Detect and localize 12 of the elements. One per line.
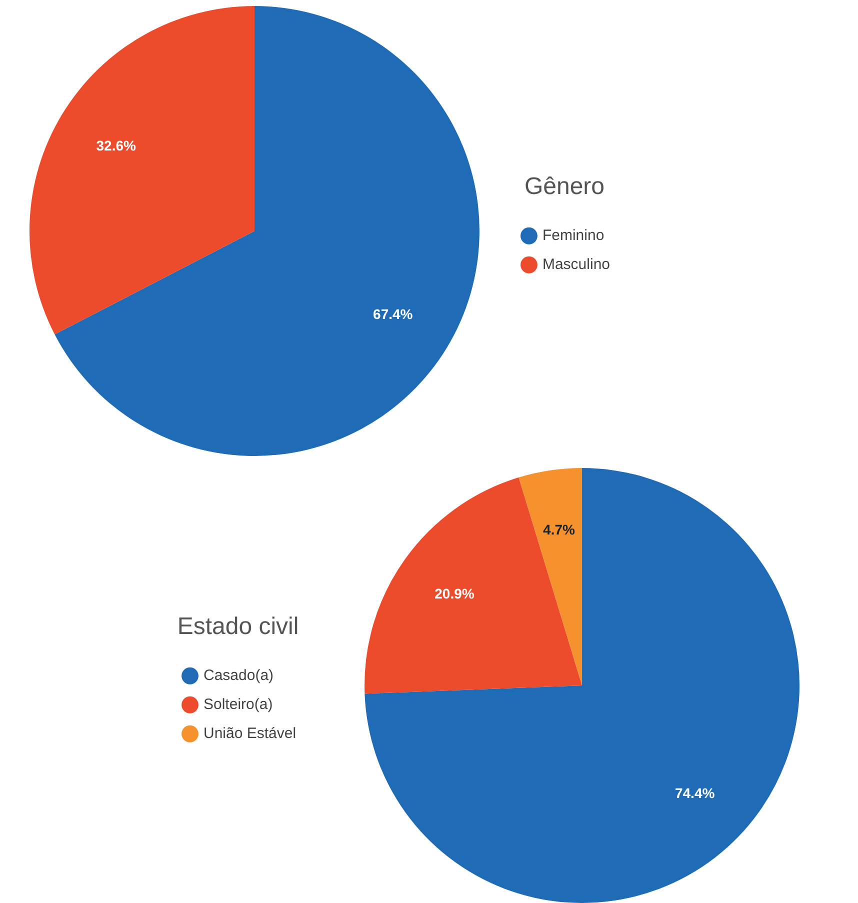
legend-title: Gênero (524, 173, 605, 200)
data-label: 32.6% (96, 138, 136, 154)
legend-label: Masculino (542, 256, 610, 274)
legend-label: Feminino (542, 227, 604, 244)
legend-title: Estado civil (177, 613, 299, 640)
data-label: 67.4% (373, 306, 414, 322)
data-label: 4.7% (543, 521, 576, 538)
legend-label: Casado(a) (204, 667, 274, 684)
data-label: 74.4% (674, 784, 716, 801)
data-label: 20.9% (434, 586, 475, 602)
legend-label: União Estável (204, 725, 296, 742)
legend-label: Solteiro(a) (204, 696, 273, 714)
